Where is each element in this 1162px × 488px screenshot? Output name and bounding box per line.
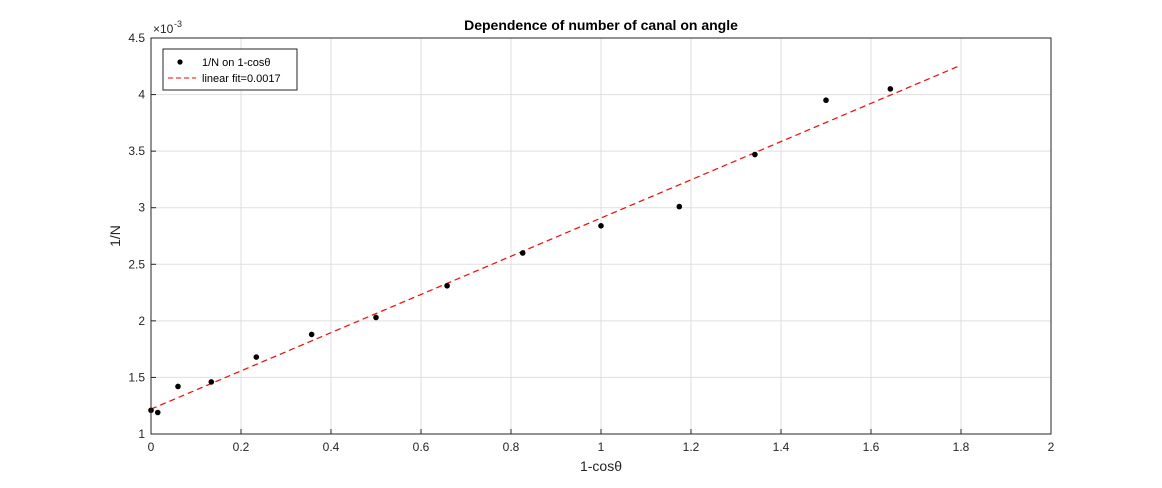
y-tick-label: 2	[138, 314, 145, 328]
x-tick-label: 2	[1048, 440, 1055, 454]
y-exponent: ×10 -3	[153, 19, 182, 36]
y-tick-label: 3	[138, 201, 145, 215]
x-tick-label: 0.8	[503, 440, 520, 454]
data-point	[154, 409, 161, 416]
data-point	[373, 314, 379, 321]
data-point	[519, 250, 526, 256]
y-exponent-base: ×10	[153, 22, 174, 36]
data-point	[175, 383, 181, 390]
data-point	[752, 151, 758, 158]
x-tick-label: 0.2	[233, 440, 250, 454]
data-point	[887, 86, 894, 92]
data-point	[308, 331, 315, 338]
legend-label-points: 1/N on 1-cosθ	[202, 57, 270, 69]
y-tick-label: 2.5	[128, 257, 145, 271]
y-tick-label: 3.5	[128, 144, 145, 158]
data-point	[208, 379, 215, 385]
y-axis-label: 1/N	[107, 225, 123, 247]
y-exponent-power: -3	[174, 19, 182, 29]
x-tick-label: 1.2	[683, 440, 700, 454]
fit-line	[150, 64, 962, 410]
x-tick-label: 1.6	[863, 440, 880, 454]
data-point	[676, 203, 683, 210]
x-axis-label: 1-cosθ	[580, 458, 622, 474]
chart-title: Dependence of number of canal on angle	[464, 17, 738, 33]
x-tick-label: 0.4	[323, 440, 340, 454]
data-point	[444, 282, 450, 289]
x-tick-label: 1.8	[953, 440, 970, 454]
data-point	[823, 97, 829, 104]
y-tick-label: 4.5	[128, 31, 145, 45]
legend-box	[162, 48, 298, 91]
x-tick-label: 1.4	[773, 440, 790, 454]
legend-marker-points	[177, 59, 183, 65]
ticks: 0 0.2 0.4 0.6 0.8 1 1.2 1.4 1.6 1.8 2 1 1.5 2 2.5 3 3.5 4…	[128, 31, 1054, 454]
legend-label-fit: linear fit=0.0017	[202, 73, 281, 85]
y-tick-label: 1	[138, 427, 145, 441]
x-tick-label: 1	[598, 440, 605, 454]
y-tick-label: 1.5	[128, 370, 145, 384]
legend: 1/N on 1-cosθ linear fit=0.0017	[162, 48, 298, 91]
data-point	[253, 354, 260, 360]
y-tick-label: 4	[138, 88, 145, 102]
data-point	[598, 223, 604, 229]
x-tick-label: 0.6	[413, 440, 430, 454]
x-tick-label: 0	[148, 440, 155, 454]
